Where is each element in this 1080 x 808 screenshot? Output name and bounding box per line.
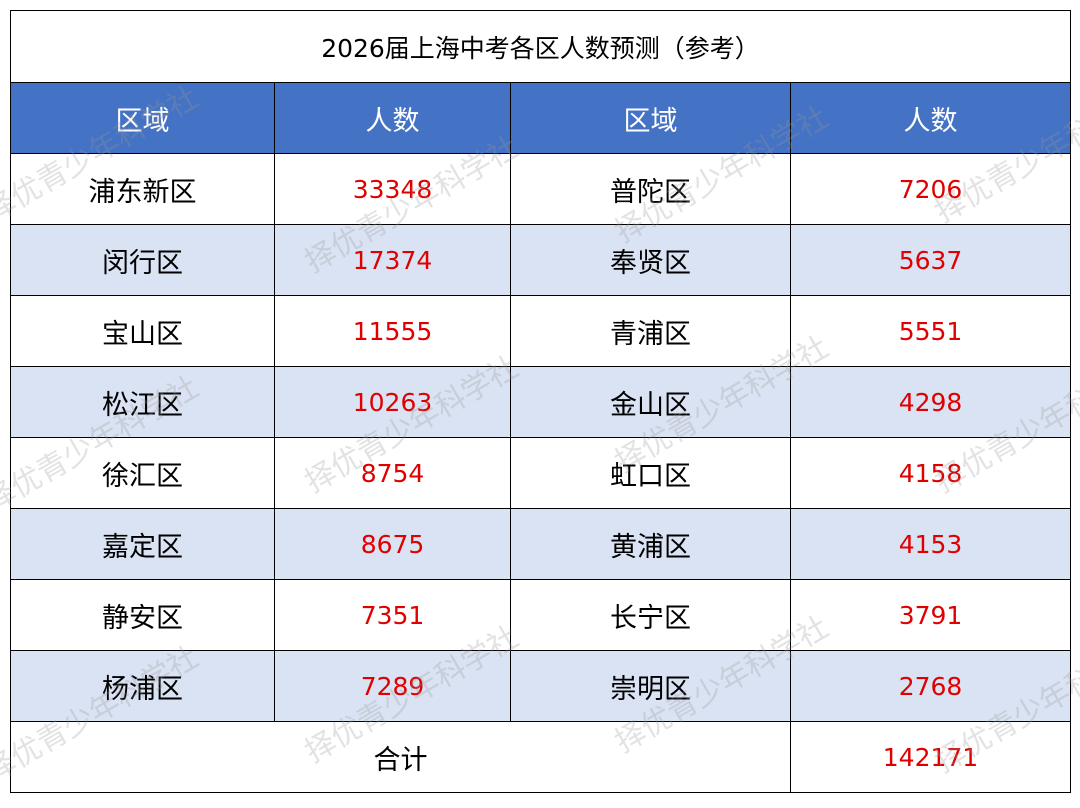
count-cell: 7206 <box>790 153 1071 225</box>
header-cell: 人数 <box>790 82 1071 154</box>
count-cell: 4158 <box>790 437 1071 509</box>
count-cell: 7289 <box>274 650 511 722</box>
data-row: 闵行区 17374 奉贤区 5637 <box>10 224 1071 296</box>
count-cell: 2768 <box>790 650 1071 722</box>
district-cell: 金山区 <box>510 366 791 438</box>
district-table: 2026届上海中考各区人数预测（参考） 区域 人数 区域 人数 浦东新区 33348 普陀区… <box>10 10 1071 793</box>
header-cell: 区域 <box>10 82 275 154</box>
district-cell: 奉贤区 <box>510 224 791 296</box>
district-cell: 浦东新区 <box>10 153 275 225</box>
data-row: 徐汇区 8754 虹口区 4158 <box>10 437 1071 509</box>
header-cell: 区域 <box>510 82 791 154</box>
total-row: 合计 142171 <box>10 721 1071 793</box>
district-cell: 长宁区 <box>510 579 791 651</box>
count-cell: 8675 <box>274 508 511 580</box>
data-row: 杨浦区 7289 崇明区 2768 <box>10 650 1071 722</box>
district-cell: 杨浦区 <box>10 650 275 722</box>
district-cell: 虹口区 <box>510 437 791 509</box>
count-cell: 8754 <box>274 437 511 509</box>
title-row: 2026届上海中考各区人数预测（参考） <box>10 10 1071 83</box>
district-cell: 嘉定区 <box>10 508 275 580</box>
table-body: 2026届上海中考各区人数预测（参考） 区域 人数 区域 人数 浦东新区 33348 普陀区… <box>10 10 1071 793</box>
district-cell: 崇明区 <box>510 650 791 722</box>
data-row: 宝山区 11555 青浦区 5551 <box>10 295 1071 367</box>
table-title: 2026届上海中考各区人数预测（参考） <box>10 10 1071 83</box>
count-cell: 33348 <box>274 153 511 225</box>
district-cell: 普陀区 <box>510 153 791 225</box>
count-cell: 4298 <box>790 366 1071 438</box>
district-cell: 黄浦区 <box>510 508 791 580</box>
data-row: 松江区 10263 金山区 4298 <box>10 366 1071 438</box>
district-cell: 松江区 <box>10 366 275 438</box>
header-row: 区域 人数 区域 人数 <box>10 82 1071 154</box>
count-cell: 10263 <box>274 366 511 438</box>
header-cell: 人数 <box>274 82 511 154</box>
total-label: 合计 <box>10 721 791 793</box>
district-cell: 闵行区 <box>10 224 275 296</box>
district-cell: 宝山区 <box>10 295 275 367</box>
district-cell: 静安区 <box>10 579 275 651</box>
count-cell: 4153 <box>790 508 1071 580</box>
district-cell: 青浦区 <box>510 295 791 367</box>
total-value: 142171 <box>790 721 1071 793</box>
count-cell: 5551 <box>790 295 1071 367</box>
count-cell: 3791 <box>790 579 1071 651</box>
data-row: 浦东新区 33348 普陀区 7206 <box>10 153 1071 225</box>
data-row: 静安区 7351 长宁区 3791 <box>10 579 1071 651</box>
data-row: 嘉定区 8675 黄浦区 4153 <box>10 508 1071 580</box>
count-cell: 17374 <box>274 224 511 296</box>
count-cell: 11555 <box>274 295 511 367</box>
count-cell: 7351 <box>274 579 511 651</box>
district-cell: 徐汇区 <box>10 437 275 509</box>
count-cell: 5637 <box>790 224 1071 296</box>
